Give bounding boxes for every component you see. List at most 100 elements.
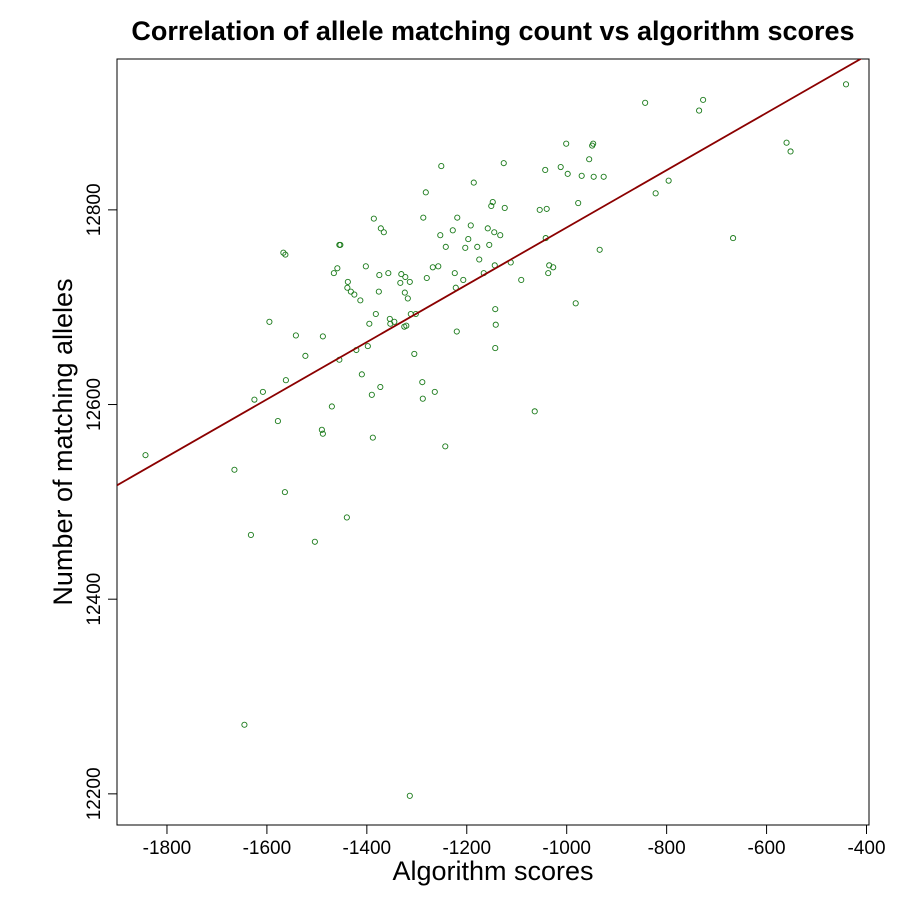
- data-point: [497, 232, 504, 239]
- data-point: [435, 263, 442, 270]
- data-point: [783, 139, 790, 146]
- y-tick-label: 12400: [84, 573, 105, 626]
- data-point: [696, 107, 703, 114]
- data-point: [467, 222, 474, 229]
- data-point: [412, 310, 419, 318]
- data-point: [377, 383, 384, 391]
- data-point: [730, 235, 737, 242]
- data-point: [489, 199, 496, 206]
- data-point: [486, 241, 493, 248]
- data-point: [411, 350, 418, 357]
- data-point: [370, 215, 377, 222]
- data-point: [403, 322, 410, 329]
- data-point: [351, 291, 358, 298]
- data-point: [652, 190, 659, 197]
- data-point: [247, 531, 254, 539]
- data-point: [259, 388, 266, 395]
- data-point: [266, 318, 273, 325]
- data-point: [442, 243, 449, 250]
- data-point: [429, 264, 436, 271]
- data-point: [362, 263, 369, 270]
- data-point: [251, 396, 258, 403]
- data-point: [358, 371, 365, 378]
- data-point: [401, 289, 408, 296]
- data-point: [372, 310, 379, 318]
- data-point: [319, 430, 326, 437]
- x-tick-label: -600: [748, 838, 786, 859]
- data-point: [563, 140, 570, 147]
- data-point: [700, 96, 707, 103]
- data-point: [665, 177, 672, 184]
- data-point: [422, 189, 429, 196]
- data-point: [600, 173, 607, 180]
- data-point: [406, 278, 413, 285]
- data-point: [364, 343, 371, 350]
- data-point: [280, 249, 287, 256]
- data-point: [419, 395, 426, 402]
- data-point: [142, 452, 149, 459]
- data-point: [531, 408, 538, 415]
- data-point: [438, 163, 445, 170]
- data-point: [590, 173, 597, 180]
- data-point: [376, 272, 383, 279]
- data-point: [462, 244, 469, 251]
- data-point: [492, 306, 499, 313]
- x-axis-label: Algorithm scores: [392, 856, 593, 886]
- data-point: [453, 328, 460, 335]
- data-point: [423, 274, 430, 282]
- data-point: [334, 265, 341, 272]
- data-points: [142, 81, 850, 799]
- data-point: [431, 388, 438, 395]
- data-point: [550, 264, 557, 271]
- y-tick-label: 12600: [84, 378, 105, 431]
- x-tick-label: -800: [648, 838, 686, 859]
- y-axis-label: Number of matching alleles: [48, 278, 78, 605]
- data-point: [437, 232, 444, 239]
- plot-frame: [116, 58, 870, 826]
- x-tick-label: -1400: [343, 838, 392, 859]
- x-tick-label: -400: [847, 838, 885, 859]
- data-point: [590, 140, 597, 147]
- data-point: [368, 391, 375, 398]
- data-point: [302, 352, 309, 359]
- data-point: [319, 333, 326, 340]
- data-point: [377, 225, 384, 232]
- data-point: [536, 206, 543, 213]
- data-point: [369, 434, 376, 441]
- data-point: [328, 403, 335, 410]
- x-tick-label: -1600: [243, 838, 292, 859]
- data-point: [391, 318, 398, 325]
- data-point: [488, 202, 495, 210]
- data-point: [311, 538, 318, 545]
- data-point: [575, 200, 582, 207]
- data-point: [564, 170, 571, 177]
- data-point: [397, 279, 404, 286]
- data-point: [465, 236, 472, 243]
- data-point: [380, 229, 387, 236]
- data-point: [330, 270, 337, 277]
- x-axis: -1800 -1600 -1400 -1200 -1000 -800 -600 -400: [143, 825, 886, 859]
- data-point: [282, 377, 289, 384]
- data-point: [366, 320, 373, 327]
- data-point: [596, 246, 603, 253]
- data-point: [442, 443, 449, 450]
- data-point: [454, 214, 461, 221]
- y-tick-label: 12800: [84, 183, 105, 236]
- data-point: [398, 271, 405, 278]
- data-point: [474, 243, 481, 250]
- data-point: [385, 270, 392, 277]
- data-point: [375, 288, 382, 295]
- data-point: [470, 179, 477, 186]
- data-point: [586, 156, 593, 163]
- data-point: [402, 273, 409, 281]
- data-point: [282, 251, 289, 258]
- data-point: [491, 229, 498, 236]
- data-point: [406, 792, 413, 799]
- data-point: [460, 276, 467, 283]
- data-point: [347, 288, 354, 295]
- y-tick-label: 12200: [84, 767, 105, 820]
- data-point: [344, 278, 351, 285]
- data-point: [543, 205, 550, 212]
- data-point: [274, 418, 281, 425]
